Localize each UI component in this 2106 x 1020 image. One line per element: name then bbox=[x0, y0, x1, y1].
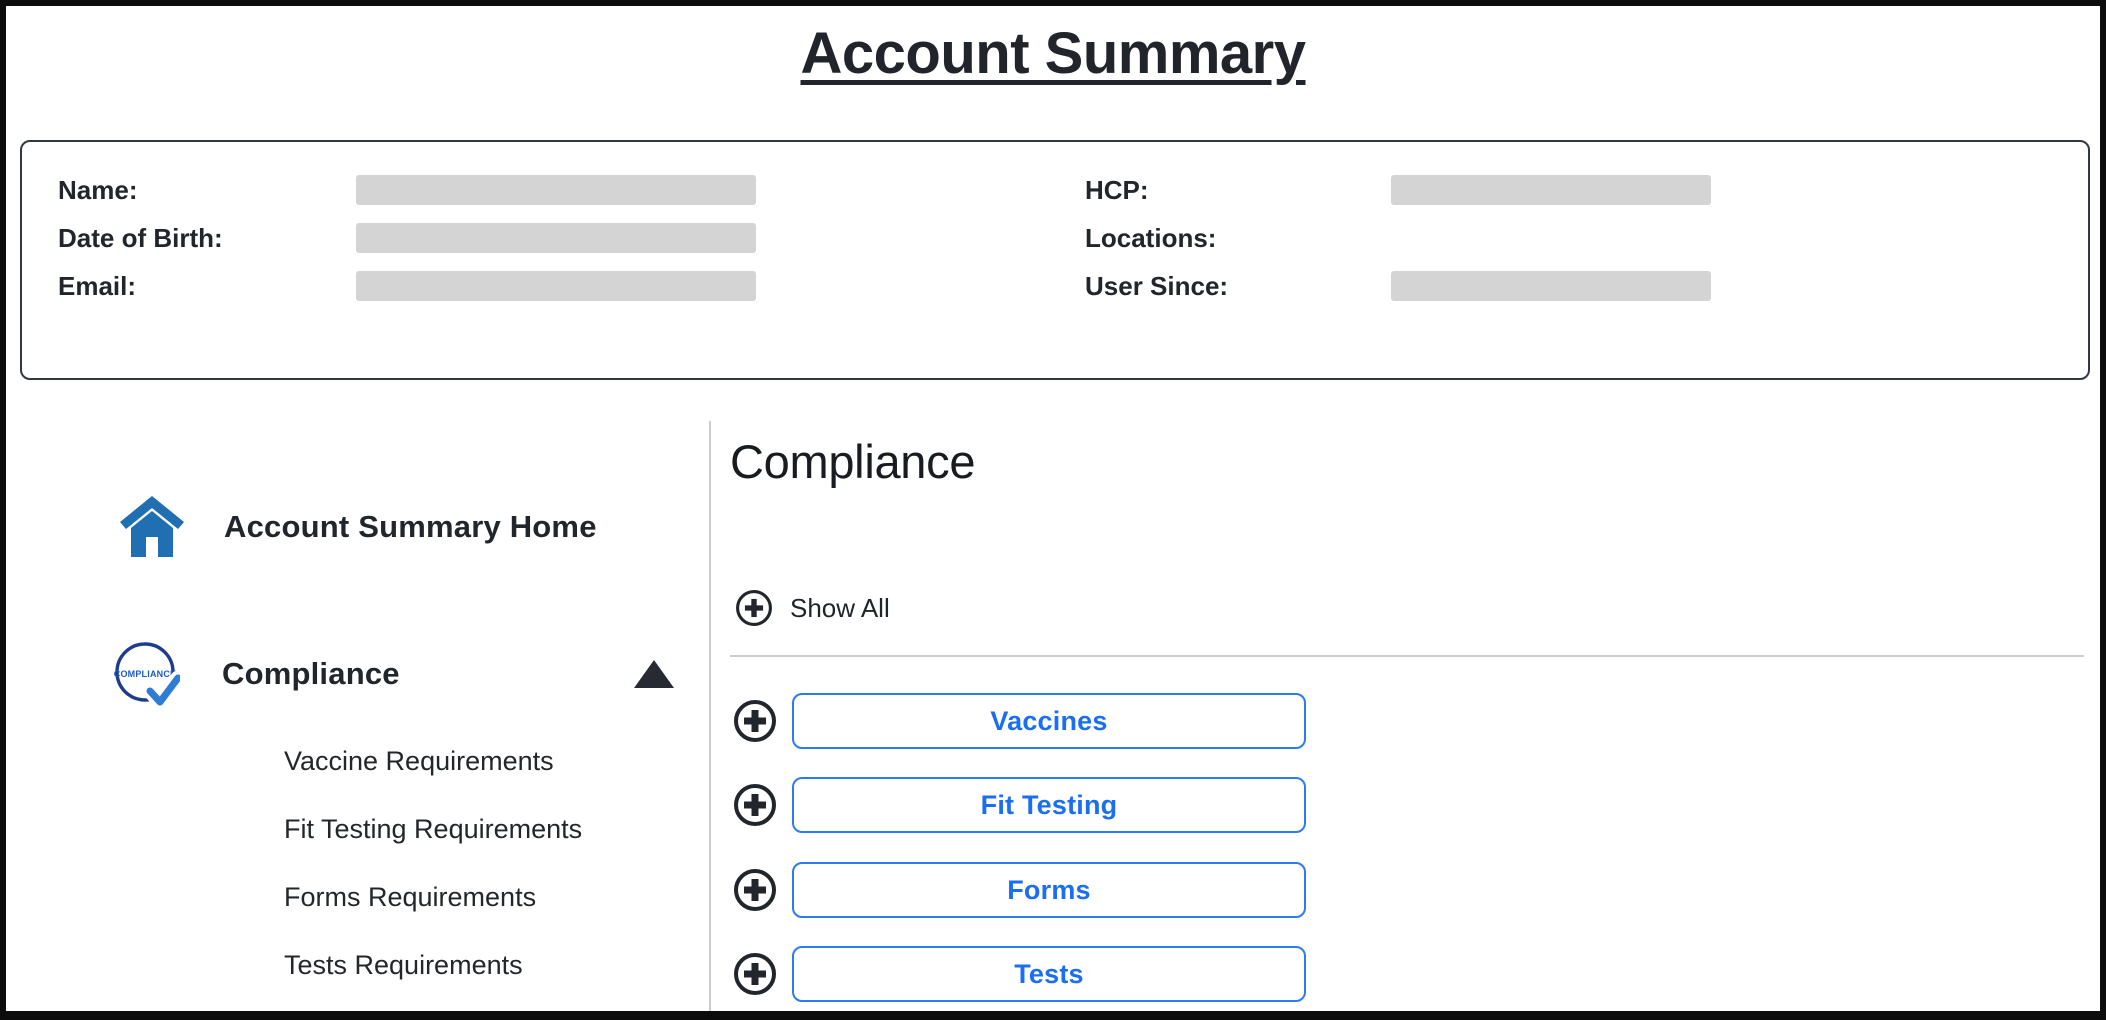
section-divider bbox=[730, 655, 2084, 657]
redacted-value-bar bbox=[356, 175, 756, 205]
compliance-section-heading: Compliance bbox=[730, 435, 976, 488]
page-title: Account Summary bbox=[800, 21, 1306, 86]
compliance-badge-text: COMPLIANCE bbox=[114, 669, 176, 679]
sidebar-main-divider bbox=[709, 421, 711, 1011]
forms-button[interactable]: Forms bbox=[792, 862, 1306, 918]
name-label: Name: bbox=[58, 174, 138, 205]
profile-field-name: Name: bbox=[58, 166, 818, 214]
home-icon bbox=[118, 494, 186, 560]
show-all-button[interactable]: Show All bbox=[735, 589, 890, 627]
category-row-forms: Forms bbox=[733, 862, 1306, 918]
sidebar-item-compliance[interactable]: COMPLIANCE Compliance bbox=[114, 636, 674, 712]
plus-circle-icon[interactable] bbox=[733, 783, 777, 827]
sidebar-item-tests-requirements[interactable]: Tests Requirements bbox=[284, 950, 523, 980]
profile-field-hcp: HCP: bbox=[1085, 166, 1785, 214]
category-row-vaccines: Vaccines bbox=[733, 693, 1306, 749]
date-of-birth-label: Date of Birth: bbox=[58, 222, 223, 253]
sidebar-item-forms-requirements[interactable]: Forms Requirements bbox=[284, 882, 537, 912]
profile-right-column: HCP: Locations: User Since: bbox=[1085, 166, 1785, 310]
compliance-badge-icon: COMPLIANCE bbox=[114, 636, 180, 712]
sidebar-home-label: Account Summary Home bbox=[224, 509, 597, 544]
profile-field-email: Email: bbox=[58, 262, 818, 310]
plus-circle-icon[interactable] bbox=[733, 699, 777, 743]
plus-circle-icon[interactable] bbox=[733, 952, 777, 996]
user-since-label: User Since: bbox=[1085, 270, 1229, 301]
profile-field-user-since: User Since: bbox=[1085, 262, 1785, 310]
sidebar-compliance-label: Compliance bbox=[222, 656, 400, 691]
sidebar-item-account-summary-home[interactable]: Account Summary Home bbox=[118, 494, 597, 560]
redacted-value-bar bbox=[356, 223, 756, 253]
profile-info-box: Name: Date of Birth: Email: HCP: Locatio… bbox=[20, 140, 2090, 380]
plus-circle-icon[interactable] bbox=[735, 589, 773, 627]
plus-circle-icon[interactable] bbox=[733, 868, 777, 912]
profile-field-dob: Date of Birth: bbox=[58, 214, 818, 262]
profile-field-locations: Locations: bbox=[1085, 214, 1785, 262]
redacted-value-bar bbox=[356, 271, 756, 301]
profile-left-column: Name: Date of Birth: Email: bbox=[58, 166, 818, 310]
triangle-up-icon[interactable] bbox=[634, 660, 674, 688]
show-all-label: Show All bbox=[790, 592, 890, 623]
email-label: Email: bbox=[58, 270, 137, 301]
category-row-tests: Tests bbox=[733, 946, 1306, 1002]
sidebar-item-vaccine-requirements[interactable]: Vaccine Requirements bbox=[284, 746, 554, 776]
fit-testing-button[interactable]: Fit Testing bbox=[792, 777, 1306, 833]
hcp-label: HCP: bbox=[1085, 174, 1149, 205]
category-row-fit-testing: Fit Testing bbox=[733, 777, 1306, 833]
tests-button[interactable]: Tests bbox=[792, 946, 1306, 1002]
locations-label: Locations: bbox=[1085, 222, 1217, 253]
sidebar-item-fit-testing-requirements[interactable]: Fit Testing Requirements bbox=[284, 814, 583, 844]
redacted-value-bar bbox=[1391, 271, 1711, 301]
redacted-value-bar bbox=[1391, 175, 1711, 205]
vaccines-button[interactable]: Vaccines bbox=[792, 693, 1306, 749]
